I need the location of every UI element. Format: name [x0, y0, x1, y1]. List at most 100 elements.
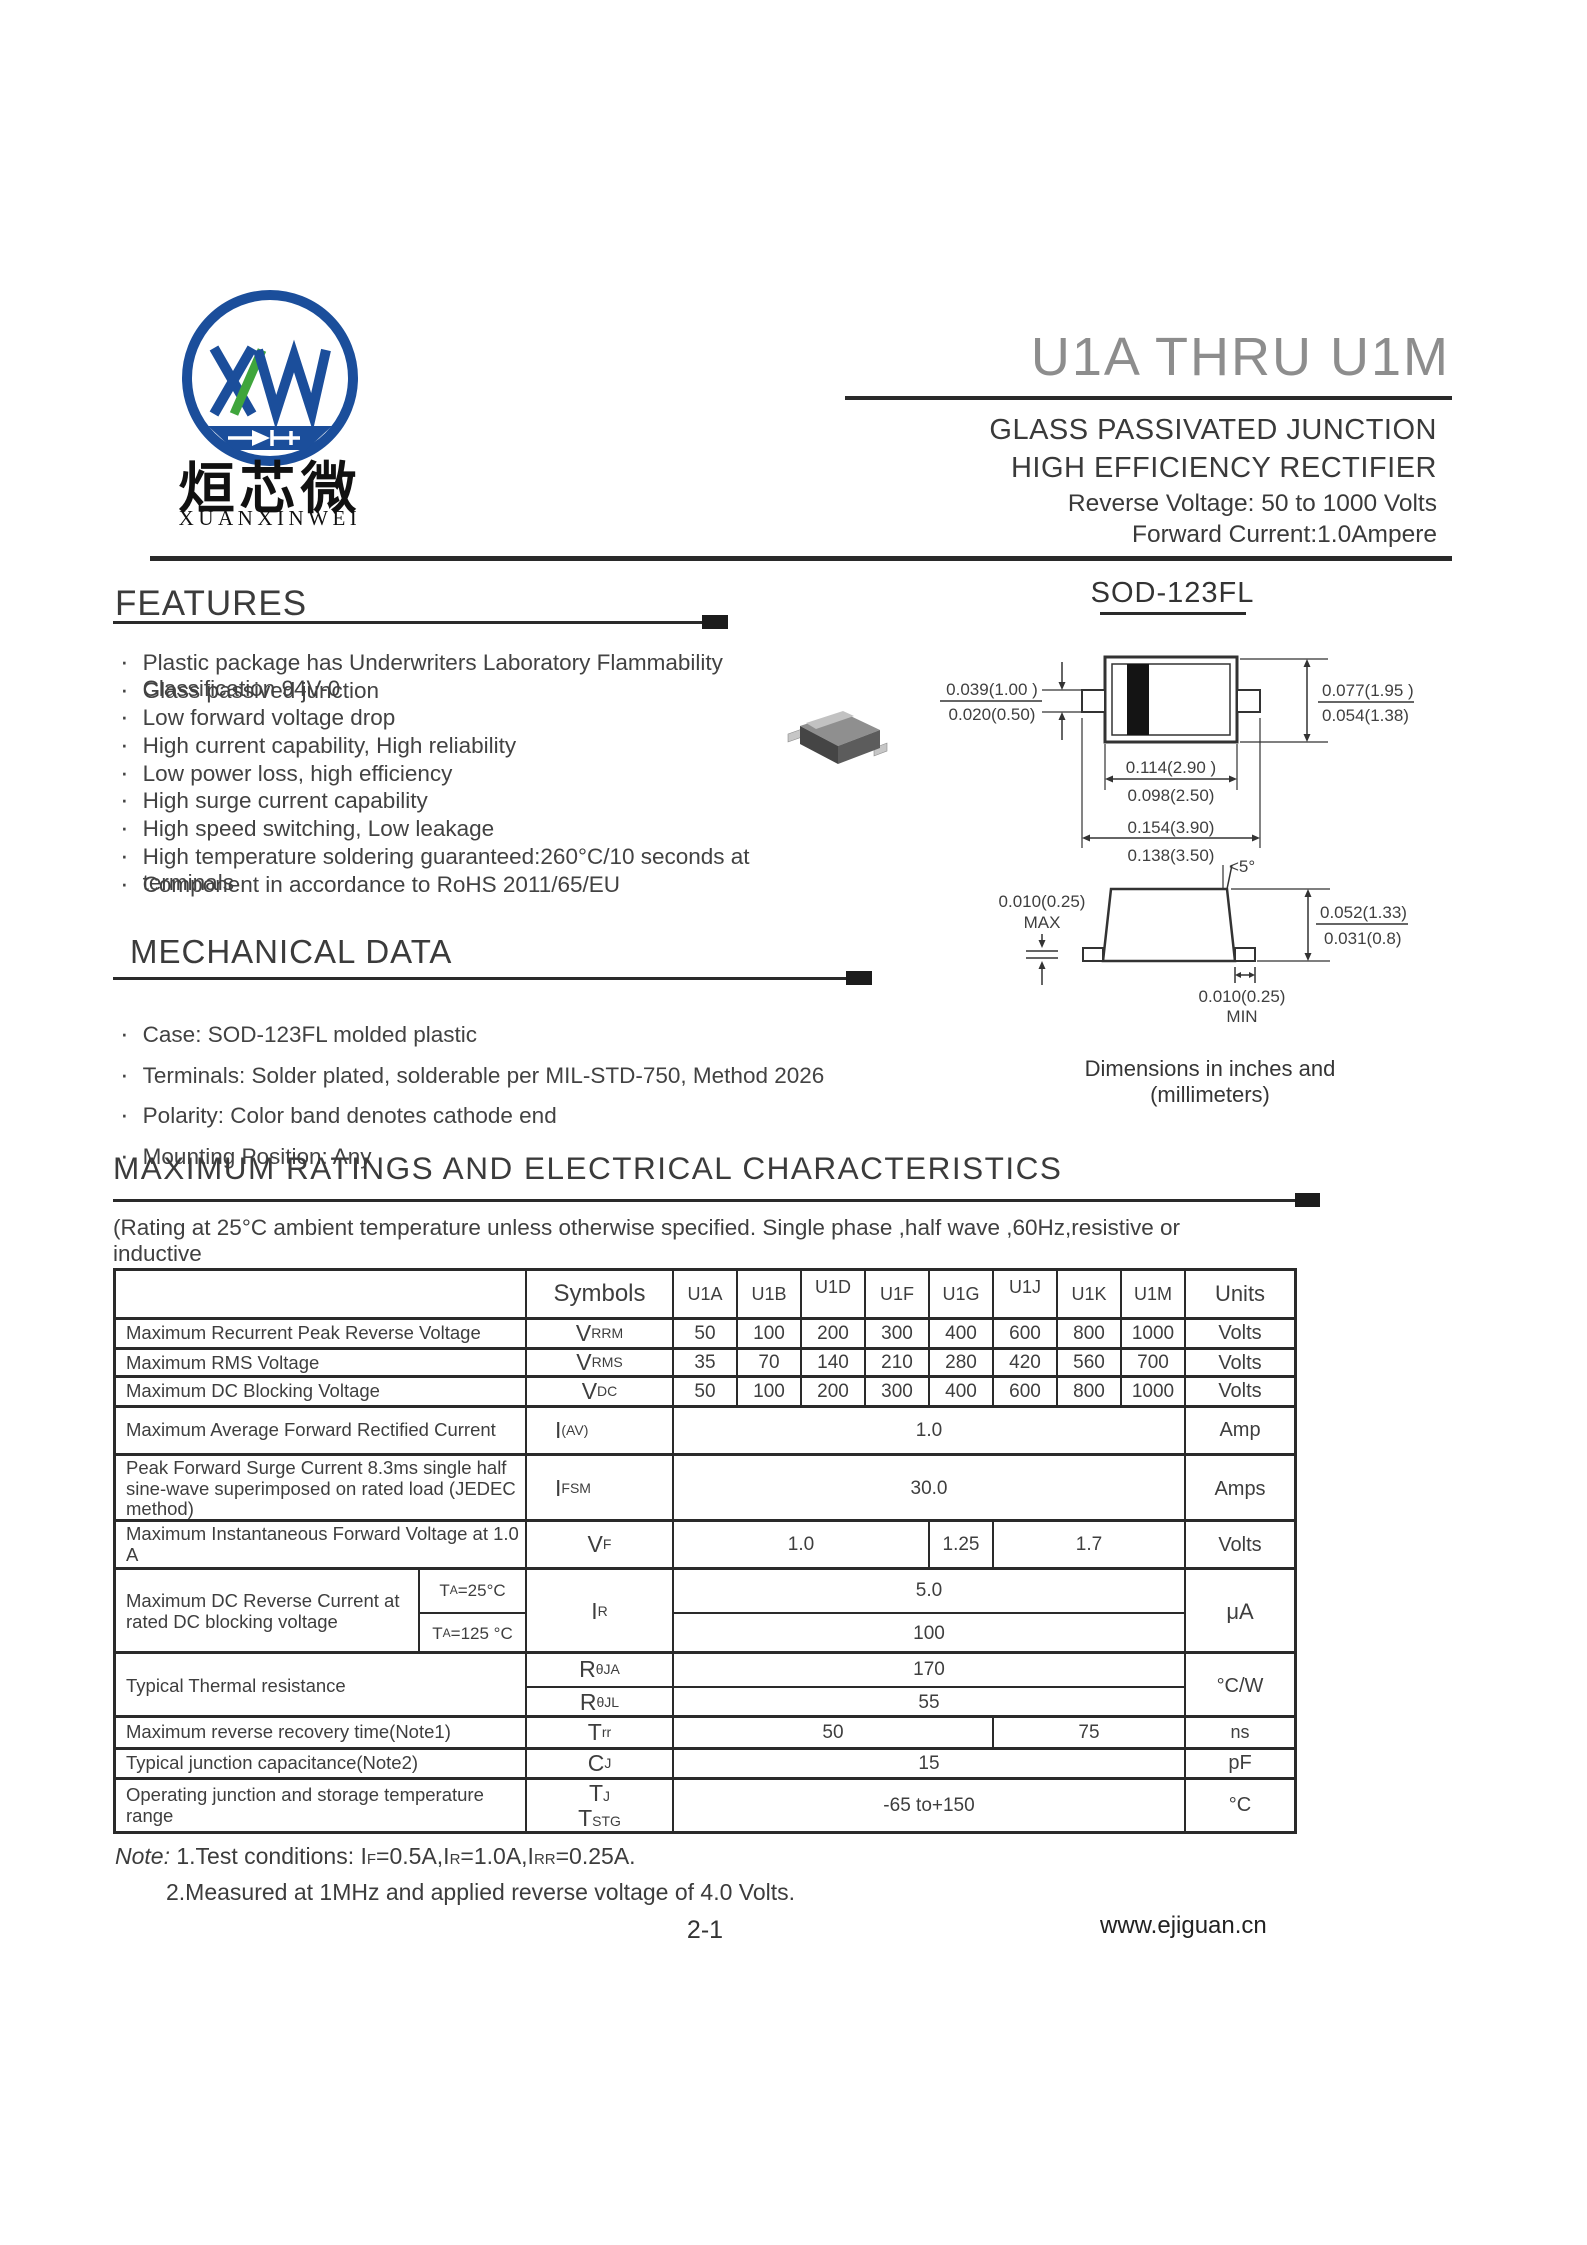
list-item: Terminals: Solder plated, solderable per…	[118, 1059, 878, 1100]
header-type: U1K	[1056, 1271, 1120, 1317]
value-cell: 600	[992, 1320, 1056, 1347]
condition-rest: =125 °C	[450, 1624, 513, 1644]
feature-text: High current capability, High reliabilit…	[142, 733, 517, 759]
symbol-sub: J	[604, 1754, 612, 1771]
value-cell: 75	[992, 1718, 1184, 1747]
symbol-sub: FSM	[561, 1480, 591, 1497]
unit-cell: pF	[1184, 1750, 1294, 1777]
dim-label: 0.077(1.95 )	[1322, 681, 1414, 700]
value-cell: 100	[736, 1320, 800, 1347]
value-cell: 15	[672, 1750, 1184, 1777]
symbol-main: T	[588, 1780, 604, 1807]
condition-rest: =25°C	[457, 1581, 506, 1601]
unit-cell: ns	[1184, 1718, 1294, 1747]
symbol-sub: F	[602, 1535, 612, 1552]
symbol-sub: J	[603, 1788, 611, 1805]
table-row: Operating junction and storage temperatu…	[116, 1777, 1294, 1831]
mechanical-underline-endcap	[846, 971, 872, 985]
value-cell: 200	[800, 1320, 864, 1347]
feature-text: High surge current capability	[142, 788, 428, 814]
condition-cell: T A =25°C	[418, 1570, 525, 1612]
feature-text: Component in accordance to RoHS 2011/65/…	[142, 871, 621, 897]
symbol-main: T	[587, 1718, 602, 1745]
value-cell: 800	[1056, 1378, 1120, 1405]
features-underline-endcap	[702, 615, 728, 629]
value-cell: 50	[672, 1378, 736, 1405]
row-label: Maximum DC Reverse Current at rated DC b…	[126, 1590, 400, 1632]
symbol-main: I	[591, 1598, 598, 1625]
value-cell: 1000	[1120, 1378, 1184, 1405]
table-row: Maximum Instantaneous Forward Voltage at…	[116, 1519, 1294, 1568]
ratings-heading: MAXIMUM RATINGS AND ELECTRICAL CHARACTER…	[113, 1150, 1063, 1186]
company-logo	[160, 288, 380, 468]
value-cell: 35	[672, 1350, 736, 1376]
condition-cell: T A =125 °C	[418, 1612, 525, 1654]
value-cell: 700	[1120, 1350, 1184, 1376]
table-header-row: Symbols U1A U1B U1D U1F U1G U1J U1K U1M …	[116, 1271, 1294, 1317]
value-cell: 420	[992, 1350, 1056, 1376]
value-cell: 800	[1056, 1320, 1120, 1347]
symbol-sub: RMS	[591, 1354, 623, 1371]
row-label: Typical Thermal resistance	[126, 1674, 346, 1696]
value-cell: 300	[864, 1378, 928, 1405]
symbol-main: R	[579, 1656, 596, 1683]
ratings-underline-endcap	[1295, 1193, 1320, 1207]
angle-label: <5°	[1229, 857, 1255, 876]
value-cell: 400	[928, 1378, 992, 1405]
feature-text: Low forward voltage drop	[142, 705, 396, 731]
note-sub: F	[366, 1851, 377, 1868]
header-type: U1D	[800, 1271, 864, 1317]
dim-label: 0.010(0.25)	[1199, 987, 1286, 1006]
condition-line: (Rating at 25°C ambient temperature unle…	[113, 1215, 1181, 1266]
symbol-sub: STG	[592, 1812, 621, 1829]
value-cell: 1.0	[672, 1408, 1184, 1453]
feature-text: High temperature soldering guaranteed:26…	[142, 843, 750, 895]
list-item: High speed switching, Low leakage	[118, 812, 818, 842]
note-text: =0.5A,I	[376, 1843, 450, 1869]
value-cell: 280	[928, 1350, 992, 1376]
row-symbol: V RRM	[525, 1320, 672, 1347]
website-text: www.ejiguan.cn	[1100, 1912, 1267, 1939]
symbol-sub: R	[597, 1603, 608, 1620]
row-symbol: I FSM	[525, 1456, 672, 1523]
mechanical-heading: MECHANICAL DATA	[130, 933, 453, 970]
header-type: U1A	[672, 1271, 736, 1317]
value-cell: 100	[672, 1612, 1184, 1654]
company-name-chinese: 烜芯微	[178, 457, 362, 520]
unit-cell: Volts	[1184, 1522, 1294, 1568]
table-row-reverse-current: Maximum DC Reverse Current at rated DC b…	[116, 1567, 1294, 1654]
unit-cell: Amps	[1184, 1456, 1294, 1523]
table-row: Maximum Recurrent Peak Reverse Voltage V…	[116, 1317, 1294, 1347]
note-line-1: Note: 1.Test conditions: IF=0.5A,IR=1.0A…	[115, 1843, 636, 1870]
note-text: 1.Test conditions: I	[169, 1843, 367, 1869]
dim-label: 0.154(3.90)	[1128, 818, 1215, 837]
header-type: U1J	[992, 1271, 1056, 1317]
subtitle-reverse-voltage: Reverse Voltage: 50 to 1000 Volts	[1067, 490, 1437, 517]
row-label: Operating junction and storage temperatu…	[126, 1783, 484, 1826]
value-cell: -65 to+150	[672, 1780, 1184, 1831]
note-sub: R	[449, 1851, 461, 1868]
dim-label: 0.052(1.33)	[1320, 903, 1407, 922]
note-text: =1.0A,I	[460, 1843, 534, 1869]
symbol-main: I	[555, 1416, 562, 1443]
unit-cell: Volts	[1184, 1350, 1294, 1376]
list-item: Low forward voltage drop	[118, 701, 818, 731]
list-item: Plastic package has Underwriters Laborat…	[118, 646, 818, 701]
dim-label: 0.031(0.8)	[1324, 929, 1402, 948]
package-3d-icon	[787, 711, 888, 764]
value-cell: 210	[864, 1350, 928, 1376]
feature-text: High speed switching, Low leakage	[142, 816, 495, 842]
note-label: Note:	[115, 1843, 170, 1869]
dim-label: 0.039(1.00 )	[946, 680, 1038, 699]
list-item: Low power loss, high efficiency	[118, 757, 818, 786]
mechanical-list: Case: SOD-123FL molded plastic Terminals…	[118, 1018, 878, 1180]
subtitle-junction: GLASS PASSIVATED JUNCTION	[989, 414, 1437, 446]
symbol-main: C	[587, 1749, 605, 1776]
header-type: U1G	[928, 1271, 992, 1317]
row-label: Maximum RMS Voltage	[126, 1351, 320, 1373]
